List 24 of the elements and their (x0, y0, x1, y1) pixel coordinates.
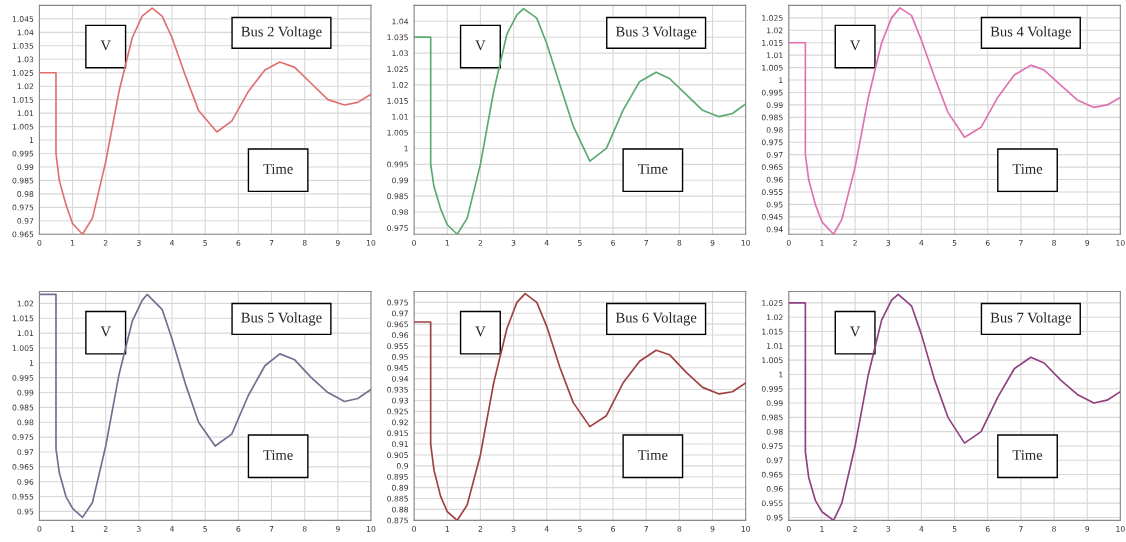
line-series (414, 7, 746, 235)
text: Bus 3 Voltage (615, 26, 697, 40)
x-axis-title: Time (1012, 164, 1043, 174)
y-axis-title: V (475, 40, 486, 51)
y-axis-title: V (475, 326, 486, 337)
text: Bus 6 Voltage (615, 312, 697, 326)
y-axis-title: V (100, 40, 111, 51)
text: Bus 5 Voltage (241, 312, 322, 326)
line-series (788, 7, 1121, 235)
line-series (39, 7, 371, 235)
x-axis-title: Time (637, 164, 668, 174)
y-axis-title: V (850, 326, 861, 337)
text: Bus 4 Voltage (990, 26, 1071, 40)
line-series (414, 292, 746, 521)
line-series (788, 293, 1121, 521)
x-axis-title: Time (263, 450, 293, 460)
y-axis-title: V (100, 326, 111, 337)
x-axis-title: Time (263, 164, 293, 174)
y-axis-title: V (850, 40, 861, 51)
x-axis-title: Time (637, 450, 668, 460)
text: Bus 7 Voltage (990, 312, 1071, 326)
line-series (39, 293, 371, 519)
x-axis-title: Time (1012, 450, 1043, 460)
text: Bus 2 Voltage (241, 26, 322, 40)
